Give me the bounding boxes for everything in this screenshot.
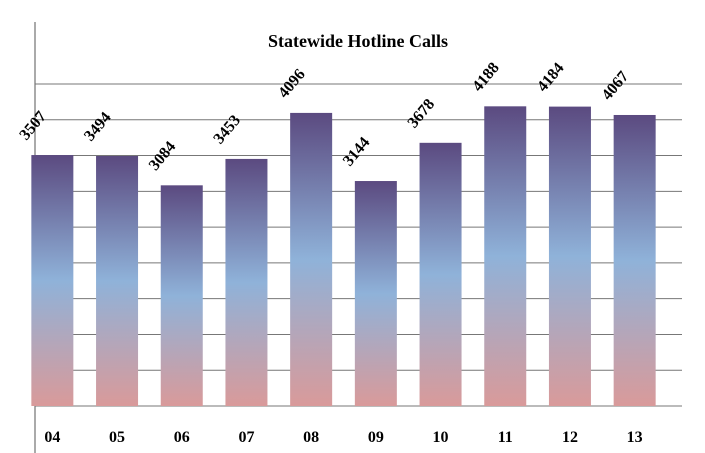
value-label: 3084 (146, 138, 180, 173)
bar (354, 181, 397, 406)
bar (419, 142, 462, 406)
x-tick-label: 13 (627, 429, 643, 446)
x-tick-label: 07 (238, 429, 254, 446)
bar (484, 106, 527, 407)
x-tick-label: 10 (433, 429, 449, 446)
bar (160, 185, 203, 406)
x-tick-label: 04 (44, 429, 60, 446)
value-label: 3494 (81, 109, 115, 144)
x-tick-label: 05 (109, 429, 125, 446)
value-label: 4067 (599, 68, 633, 103)
x-tick-label: 11 (498, 429, 513, 446)
value-label: 3144 (340, 134, 374, 169)
bar (613, 114, 656, 407)
x-tick-label: 09 (368, 429, 384, 446)
bar (31, 155, 74, 406)
value-label: 4188 (469, 59, 503, 94)
value-label: 4184 (534, 60, 568, 95)
bar (225, 158, 268, 406)
bar (290, 112, 333, 406)
x-tick-label: 12 (562, 429, 578, 446)
x-tick-label: 08 (303, 429, 319, 446)
bar (96, 155, 139, 406)
value-label: 3678 (405, 96, 439, 131)
chart-title: Statewide Hotline Calls (268, 31, 448, 51)
value-label: 3507 (16, 108, 50, 143)
x-tick-label: 06 (174, 429, 190, 446)
value-label: 3453 (210, 112, 244, 147)
bar (548, 106, 591, 406)
